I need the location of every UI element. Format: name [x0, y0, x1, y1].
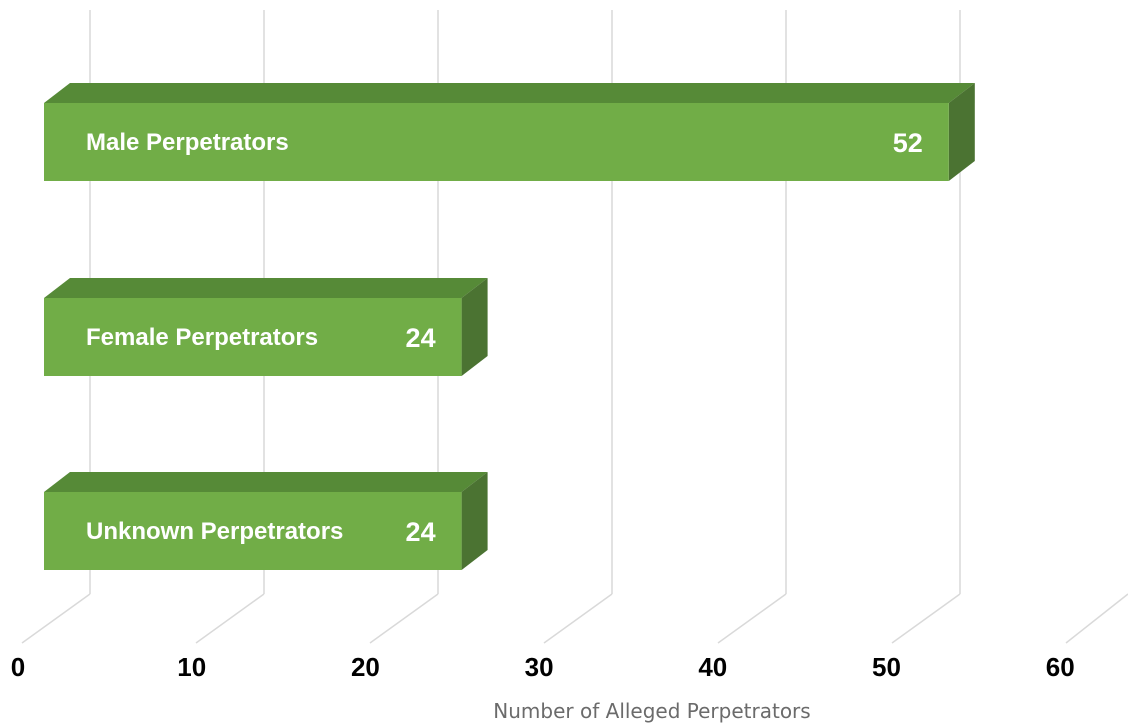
x-axis-ticks: 0 10 20 30 40 50 60 — [11, 652, 1075, 682]
floor-gridline — [370, 594, 438, 643]
floor-gridline — [196, 594, 264, 643]
bar: Male Perpetrators 52 — [44, 83, 975, 181]
x-tick-label: 0 — [11, 652, 25, 682]
bar-category-label: Unknown Perpetrators — [86, 518, 343, 545]
floor-gridline — [892, 594, 960, 643]
bar: Unknown Perpetrators 24 — [44, 472, 488, 570]
x-tick-label: 20 — [351, 652, 380, 682]
x-tick-label: 60 — [1046, 652, 1075, 682]
bars: Male Perpetrators 52 Female Perpetrators 24… — [44, 83, 975, 570]
bar-value-label: 52 — [893, 128, 923, 158]
bar-top-face — [44, 278, 488, 298]
bar-top-face — [44, 83, 975, 103]
bar-value-label: 24 — [406, 323, 436, 353]
bar-category-label: Female Perpetrators — [86, 324, 318, 351]
x-tick-label: 30 — [525, 652, 554, 682]
floor-gridline — [22, 594, 90, 643]
x-tick-label: 50 — [872, 652, 901, 682]
floor-gridline — [718, 594, 786, 643]
bar: Female Perpetrators 24 — [44, 278, 488, 376]
x-axis-title: Number of Alleged Perpetrators — [493, 699, 810, 723]
floor-gridline — [1066, 594, 1128, 643]
bar-category-label: Male Perpetrators — [86, 129, 289, 156]
x-tick-label: 40 — [698, 652, 727, 682]
x-tick-label: 10 — [177, 652, 206, 682]
bar-top-face — [44, 472, 488, 492]
bar-value-label: 24 — [406, 517, 436, 547]
floor-gridline — [544, 594, 612, 643]
